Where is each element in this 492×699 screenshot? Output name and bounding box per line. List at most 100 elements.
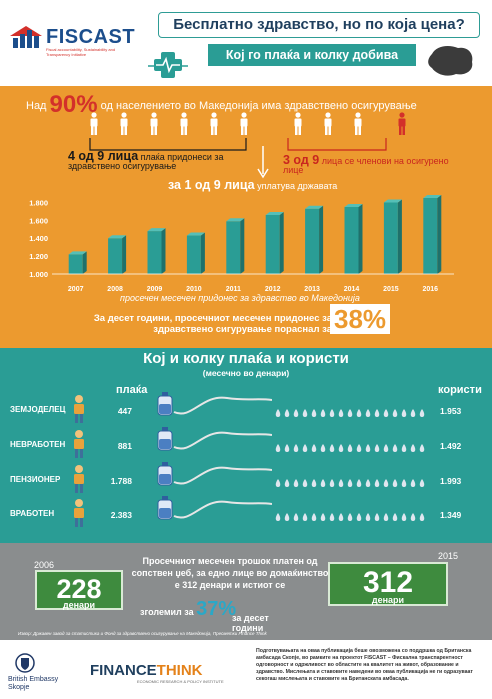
- logo-name: FISCAST: [46, 26, 136, 48]
- water-drops-icon: [274, 405, 430, 417]
- hose-icon: [172, 496, 273, 526]
- group-uses-value: 1.492: [440, 441, 462, 451]
- x-tick-label: 2007: [68, 286, 84, 293]
- water-bottle-icon: [156, 462, 174, 486]
- group-label: НЕВРАБОТЕН: [10, 440, 66, 449]
- group-pays-value: 1.788: [110, 476, 132, 486]
- x-tick-label: 2014: [344, 286, 360, 293]
- medical-cross-icon: [148, 52, 188, 78]
- out-of-pocket-text: Просечниот месечен трошок платен од сопс…: [131, 556, 329, 590]
- group-label: ПЕНЗИОНЕР: [10, 475, 61, 484]
- bar-2010: [186, 232, 205, 274]
- coverage-headline: Над 90% од населението во Македонија има…: [26, 91, 417, 119]
- out-of-pocket-growth: зголемил за 37%: [140, 598, 236, 621]
- group-uses-value: 1.349: [440, 510, 462, 520]
- finance-think-tagline: ECONOMIC RESEARCH & POLICY INSTITUTE: [137, 679, 224, 684]
- header: [0, 0, 492, 86]
- group-pays-value: 2.383: [110, 510, 132, 520]
- paying-text: плаќа придонеси за здравствено осигурува…: [68, 152, 224, 171]
- usage-title: Кој и колку плаќа и користи: [143, 350, 349, 367]
- banknote-2015-currency: денари: [371, 595, 405, 605]
- water-bottle-icon: [156, 392, 174, 416]
- contribution-bar-chart: 1.000 1.200 1.400 1.600 1.800 2007 2008 2009 201…: [29, 195, 454, 293]
- british-embassy-crest-icon: [15, 653, 35, 673]
- water-bottle-icon: [156, 496, 174, 520]
- fiscast-logo-icon: [10, 26, 42, 48]
- worker-icon: [70, 464, 88, 494]
- person-icon: [352, 112, 364, 136]
- person-icon: [208, 112, 220, 136]
- paying-bracket: [89, 138, 247, 151]
- page-subtitle: Кој го плаќа и колку добива: [208, 44, 416, 66]
- member-text: лица се членови на осигурено лице: [283, 156, 449, 175]
- x-tick-label: 2008: [107, 286, 123, 293]
- finance-think-logo: FINANCETHINK: [90, 662, 203, 679]
- bar-2013: [305, 205, 324, 274]
- worker-icon: [70, 498, 88, 528]
- x-tick-label: 2016: [423, 286, 439, 293]
- column-header-pays: плаќа: [116, 384, 148, 396]
- hose-icon: [172, 392, 273, 422]
- usage-subtitle: (месечно во денари): [202, 368, 290, 378]
- x-tick-label: 2015: [383, 286, 399, 293]
- column-header-uses: користи: [438, 384, 482, 396]
- y-tick-label: 1.800: [29, 198, 48, 207]
- y-tick-label: 1.400: [29, 234, 48, 243]
- bar-2012: [265, 211, 284, 274]
- chart-caption: просечен месечен придонес за здравство в…: [120, 293, 360, 303]
- person-icon: [292, 112, 304, 136]
- paying-count: 4 од 9 лица: [68, 149, 139, 163]
- group-label: ВРАБОТЕН: [10, 509, 55, 518]
- macedonia-map-icon: [428, 46, 473, 76]
- group-uses-value: 1.953: [440, 406, 462, 416]
- out-of-pocket-pct: 37%: [196, 598, 237, 620]
- banknote-2006: 228 денари: [35, 570, 123, 610]
- state-arrow-icon: [257, 146, 269, 179]
- water-drops-icon: [274, 509, 430, 521]
- british-embassy-label: British Embassy Skopje: [8, 676, 59, 691]
- state-text: уплатува државата: [257, 181, 338, 191]
- year-2006-label: 2006: [34, 560, 55, 570]
- banknote-2015-value: 312: [362, 566, 414, 599]
- group-pays-value: 447: [117, 406, 132, 416]
- bar-2014: [344, 203, 363, 274]
- coverage-suffix: од населението во Македонија има здравст…: [100, 100, 417, 112]
- y-tick-label: 1.000: [29, 270, 48, 279]
- state-label: за 1 од 9 лица уплатува државата: [168, 178, 337, 192]
- y-tick-label: 1.200: [29, 252, 48, 261]
- banknote-2006-value: 228: [56, 574, 102, 604]
- bar-2007: [68, 251, 87, 274]
- person-icon: [148, 112, 160, 136]
- water-drops-icon: [274, 475, 430, 487]
- x-tick-label: 2011: [226, 286, 241, 293]
- bar-2009: [147, 228, 166, 274]
- grew-by-text: зголемил за: [140, 607, 194, 617]
- water-drops-icon: [274, 440, 430, 452]
- hose-icon: [172, 427, 273, 457]
- ft-name-b: THINK: [156, 662, 203, 679]
- page-title: Бесплатно здравство, но по која цена?: [158, 12, 480, 38]
- x-tick-label: 2013: [304, 286, 320, 293]
- paying-label: 4 од 9 лица плаќа придонеси за здравстве…: [68, 149, 238, 171]
- group-pays-value: 881: [117, 441, 132, 451]
- person-icon: [178, 112, 190, 136]
- member-bracket: [287, 138, 387, 151]
- member-label: 3 од 9 лица се членови на осигурено лице: [283, 154, 453, 175]
- coverage-prefix: Над: [26, 100, 47, 112]
- bar-2008: [108, 235, 127, 274]
- x-tick-label: 2009: [147, 286, 163, 293]
- banknote-2015: 312 денари: [328, 562, 448, 606]
- person-icon: [322, 112, 334, 136]
- worker-icon: [70, 429, 88, 459]
- growth-text: За десет години, просечниот месечен прид…: [93, 313, 332, 335]
- state-count: за 1 од 9 лица: [168, 178, 255, 192]
- group-label: ЗЕМЈОДЕЛЕЦ: [10, 405, 66, 414]
- footer: [0, 640, 492, 699]
- bar-2011: [226, 218, 245, 274]
- bar-2015: [383, 199, 402, 274]
- person-uninsured-icon: [396, 112, 408, 136]
- worker-icon: [70, 394, 88, 424]
- coverage-pct: 90%: [49, 91, 98, 118]
- water-bottle-icon: [156, 427, 174, 451]
- banknote-2006-currency: денари: [62, 600, 96, 610]
